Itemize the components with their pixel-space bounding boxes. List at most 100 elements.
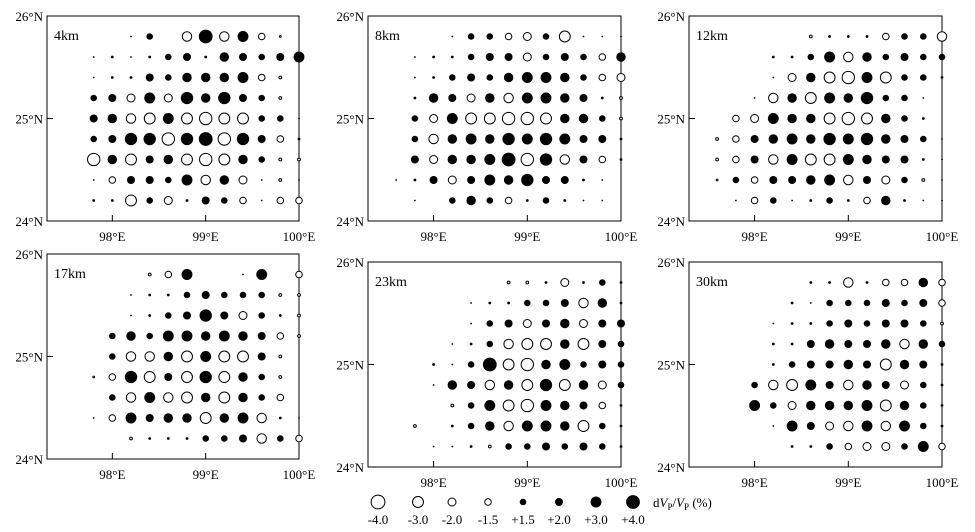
anomaly-point-fast [828,281,831,284]
anomaly-point-fast [180,132,194,146]
anomaly-point-fast [882,53,890,61]
anomaly-point-fast [862,380,872,390]
anomaly-point-fast [921,158,925,161]
anomaly-point-fast [542,33,550,40]
anomaly-point-slow [823,71,836,84]
anomaly-point-slow [715,157,719,162]
anomaly-point-slow [125,392,137,403]
anomaly-point-fast [787,93,797,103]
anomaly-point-fast [540,72,552,83]
anomaly-point-slow [843,51,854,63]
anomaly-point-slow [502,399,515,412]
anomaly-point-slow [504,32,513,41]
anomaly-point-fast [277,435,284,442]
anomaly-point-fast [539,378,553,392]
anomaly-point-fast [559,359,571,370]
anomaly-point-slow [143,371,156,383]
anomaly-point-fast [470,302,472,304]
lon-tick-label: 98°E [99,229,125,244]
anomaly-point-fast [414,76,416,79]
panel-30km: 30km 98°E 99°E 100°E 26°N 25°N 24°N [657,255,958,490]
anomaly-point-slow [879,71,892,84]
anomaly-point-fast [125,412,137,424]
anomaly-point-slow [125,194,137,207]
anomaly-point-slow [520,357,534,372]
anomaly-point-fast [465,133,477,145]
anomaly-point-slow [218,112,231,125]
lat-tick-label: 25°N [15,350,43,365]
anomaly-point-fast [218,91,231,105]
anomaly-point-fast [467,381,476,389]
anomaly-point-slow [297,313,301,318]
anomaly-point-fast [237,412,249,424]
anomaly-point-fast [539,132,553,146]
anomaly-point-slow [278,375,283,379]
anomaly-point-slow [558,30,571,43]
anomaly-point-fast [276,53,285,61]
anomaly-point-slow [295,196,303,205]
anomaly-point-fast [541,359,551,370]
anomaly-point-fast [449,197,456,204]
anomaly-point-fast [432,384,435,386]
anomaly-point-fast [521,92,533,104]
anomaly-point-fast [941,158,943,161]
anomaly-point-fast [237,72,249,83]
anomaly-point-slow [843,379,854,391]
anomaly-point-fast [863,360,871,369]
anomaly-point-fast [524,443,531,450]
anomaly-point-slow [899,338,910,350]
anomaly-point-slow [181,31,193,42]
anomaly-point-fast [920,135,927,143]
anomaly-point-fast [219,413,230,423]
anomaly-point-fast [920,422,927,430]
anomaly-point-fast [90,94,97,102]
anomaly-point-slow [786,379,799,391]
anomaly-point-fast [242,273,244,276]
anomaly-point-fast [578,380,589,390]
anomaly-point-slow [825,421,835,431]
anomaly-point-fast [108,135,117,143]
legend-value-label: +2.0 [547,512,571,527]
anomaly-point-fast [260,179,263,181]
anomaly-point-fast [772,76,775,79]
anomaly-point-slow [297,157,301,162]
anomaly-point-fast [560,318,570,329]
anomaly-point-slow [882,278,890,287]
anomaly-point-fast [521,133,533,145]
anomaly-point-fast [842,133,854,145]
anomaly-point-fast [901,299,908,307]
anomaly-point-fast [124,132,138,146]
anomaly-point-fast [258,156,265,163]
anomaly-point-fast [485,53,494,61]
anomaly-point-fast [239,94,247,102]
anomaly-point-fast [451,35,454,38]
anomaly-point-slow [129,436,133,441]
anomaly-point-fast [484,174,496,186]
anomaly-point-fast [900,319,909,328]
anomaly-point-slow [163,93,173,103]
legend-symbol [626,495,640,509]
legend-symbol [519,498,527,506]
anomaly-point-fast [507,301,510,305]
anomaly-point-slow [768,154,779,165]
anomaly-point-fast [504,319,513,328]
anomaly-point-fast [899,420,910,432]
anomaly-point-fast [257,135,266,143]
anomaly-point-fast [181,174,193,186]
anomaly-point-slow [487,444,492,449]
anomaly-point-fast [258,373,265,381]
anomaly-point-fast [940,383,944,387]
anomaly-point-slow [578,297,589,309]
anomaly-point-fast [580,74,587,81]
anomaly-point-fast [413,178,417,182]
anomaly-point-fast [620,35,622,38]
anomaly-point-fast [298,417,300,419]
anomaly-point-fast [201,291,210,299]
anomaly-point-slow [900,380,909,390]
anomaly-point-slow [501,111,516,126]
anomaly-point-fast [901,443,908,450]
anomaly-point-fast [450,55,454,59]
anomaly-point-fast [183,53,191,61]
anomaly-point-fast [467,53,475,61]
anomaly-point-slow [161,132,175,146]
